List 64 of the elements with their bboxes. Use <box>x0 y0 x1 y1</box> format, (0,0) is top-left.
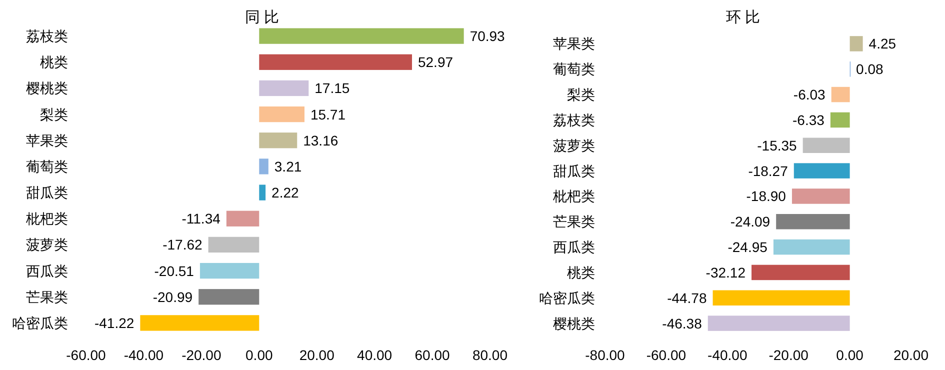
x-tick-label: 20.00 <box>893 347 929 363</box>
data-label: -18.90 <box>746 188 786 204</box>
x-tick-label: -40.00 <box>708 347 748 363</box>
data-label: -11.34 <box>182 210 221 227</box>
y-tick-label: 芒果类 <box>26 288 68 305</box>
x-tick-label: 40.00 <box>357 347 392 363</box>
data-label: 15.71 <box>310 106 346 122</box>
data-label: 4.25 <box>868 36 896 52</box>
y-tick-label: 荔枝类 <box>26 28 68 44</box>
title: 环 比 <box>726 9 760 26</box>
y-tick-label: 西瓜类 <box>553 239 595 256</box>
y-tick-label: 西瓜类 <box>26 262 68 279</box>
y-tick-label: 甜瓜类 <box>553 162 595 179</box>
data-label: -44.78 <box>667 290 707 306</box>
y-tick-label: 苹果类 <box>26 132 68 148</box>
x-tick-label: 80.00 <box>472 347 508 363</box>
data-label: -24.95 <box>728 239 768 256</box>
y-tick-label: 哈密瓜类 <box>539 290 595 306</box>
y-tick-label: 樱桃类 <box>26 80 68 96</box>
y-tick-label: 葡萄类 <box>26 158 68 174</box>
data-label: -18.27 <box>748 162 788 179</box>
data-label: -46.38 <box>662 315 702 332</box>
data-label: -17.62 <box>162 236 203 253</box>
x-tick-label: 0.00 <box>246 347 273 363</box>
data-label: 52.97 <box>418 54 454 70</box>
data-label: 70.93 <box>470 28 506 44</box>
x-tick-label: -20.00 <box>182 347 222 363</box>
data-label: -15.35 <box>757 137 798 154</box>
y-tick-label: 甜瓜类 <box>26 184 68 201</box>
x-tick-label: -80.00 <box>585 347 626 363</box>
y-tick-label: 枇杷类 <box>552 188 595 204</box>
y-tick-label: 芒果类 <box>553 214 595 230</box>
y-tick-label: 菠萝类 <box>26 236 68 253</box>
y-tick-label: 梨类 <box>40 106 68 122</box>
data-label: -41.22 <box>94 314 134 331</box>
data-label: -6.03 <box>793 86 826 103</box>
x-tick-label: 60.00 <box>414 347 450 363</box>
data-label: -24.09 <box>730 214 770 230</box>
y-tick-label: 苹果类 <box>553 36 595 52</box>
title: 同 比 <box>244 9 280 26</box>
x-tick-label: -60.00 <box>646 347 686 363</box>
x-tick-label: 0.00 <box>836 347 864 363</box>
data-label: 2.22 <box>272 184 300 201</box>
x-tick-label: -20.00 <box>768 347 809 363</box>
x-tick-label: 20.00 <box>299 347 335 363</box>
data-label: 13.16 <box>303 132 338 148</box>
y-tick-label: 樱桃类 <box>553 315 595 332</box>
data-label: 3.21 <box>274 158 302 174</box>
data-label: -20.99 <box>152 288 193 305</box>
y-tick-label: 哈密瓜类 <box>12 314 68 331</box>
y-tick-label: 枇杷类 <box>25 210 68 227</box>
y-tick-label: 桃类 <box>567 264 595 280</box>
data-label: 17.15 <box>314 80 350 96</box>
y-tick-label: 梨类 <box>567 86 595 103</box>
y-tick-label: 桃类 <box>40 54 68 70</box>
data-label: -6.33 <box>792 112 825 128</box>
data-label: -32.12 <box>706 264 746 280</box>
x-tick-label: -60.00 <box>66 347 106 363</box>
y-tick-label: 荔枝类 <box>553 112 595 128</box>
y-tick-label: 菠萝类 <box>553 137 595 154</box>
x-tick-label: -40.00 <box>124 347 164 363</box>
y-tick-label: 葡萄类 <box>553 61 595 78</box>
data-label: 0.08 <box>856 61 884 78</box>
data-label: -20.51 <box>154 262 194 279</box>
